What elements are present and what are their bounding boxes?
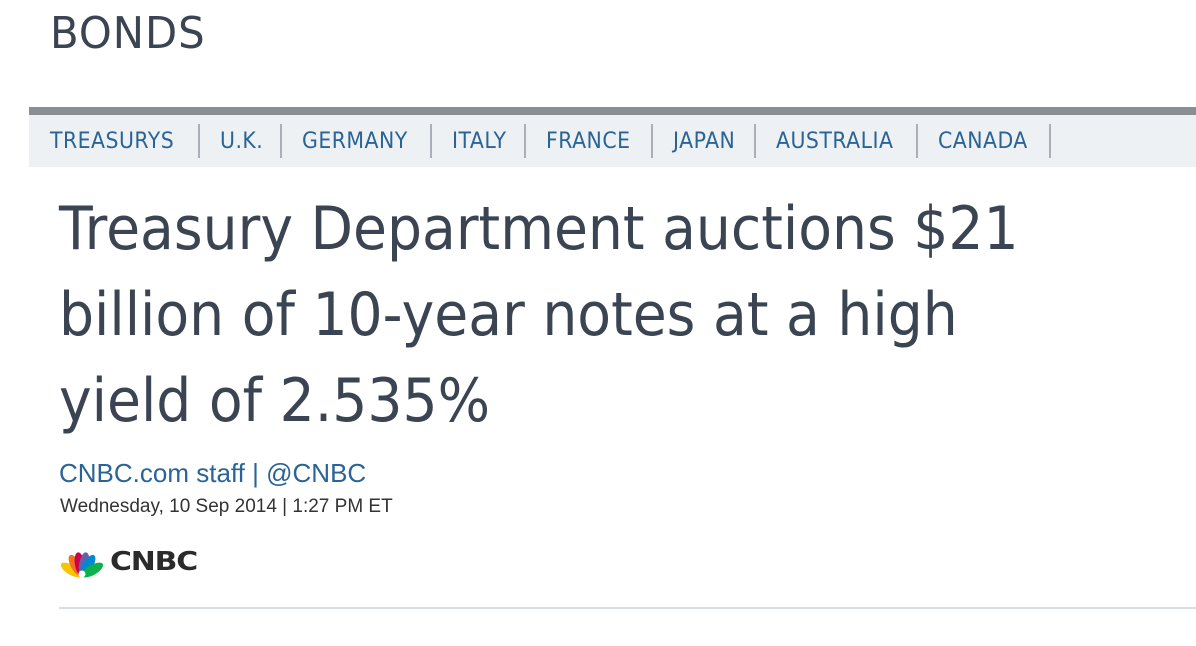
nbc-peacock-icon bbox=[60, 552, 104, 578]
nav-separator bbox=[754, 124, 757, 158]
nav-item-treasurys[interactable]: TREASURYS bbox=[50, 128, 175, 154]
article-dateline: Wednesday, 10 Sep 2014 | 1:27 PM ET bbox=[60, 496, 393, 517]
nav-separator bbox=[1048, 124, 1051, 158]
nav-item-japan[interactable]: JAPAN bbox=[673, 128, 736, 154]
cnbc-logo: CNBC bbox=[58, 546, 198, 578]
nav-separator bbox=[197, 124, 200, 158]
cnbc-wordmark: CNBC bbox=[110, 547, 198, 577]
section-title: BONDS bbox=[50, 8, 206, 59]
nav-separator bbox=[651, 124, 654, 158]
nav-list: TREASURYS U.K. GERMANY ITALY FRANCE JAPA… bbox=[29, 115, 1196, 167]
twitter-handle-link[interactable]: @CNBC bbox=[266, 458, 367, 488]
nav-separator bbox=[280, 124, 283, 158]
bonds-nav-bar: TREASURYS U.K. GERMANY ITALY FRANCE JAPA… bbox=[29, 107, 1196, 167]
nav-separator bbox=[429, 124, 432, 158]
nav-item-italy[interactable]: ITALY bbox=[451, 128, 507, 154]
nav-item-france[interactable]: FRANCE bbox=[546, 128, 631, 154]
author-link[interactable]: CNBC.com staff bbox=[59, 458, 245, 488]
byline: CNBC.com staff | @CNBC bbox=[59, 458, 366, 489]
nav-item-uk[interactable]: U.K. bbox=[219, 128, 263, 154]
nav-item-australia[interactable]: AUSTRALIA bbox=[776, 128, 894, 154]
nav-separator bbox=[524, 124, 527, 158]
nav-separator bbox=[916, 124, 919, 158]
nav-item-germany[interactable]: GERMANY bbox=[302, 128, 408, 154]
article-headline: Treasury Department auctions $21 billion… bbox=[59, 194, 1019, 436]
byline-separator: | bbox=[252, 458, 259, 488]
peacock-feather bbox=[81, 562, 104, 578]
content-divider bbox=[59, 607, 1196, 609]
peacock-body bbox=[78, 570, 86, 578]
nav-item-canada[interactable]: CANADA bbox=[938, 128, 1029, 154]
